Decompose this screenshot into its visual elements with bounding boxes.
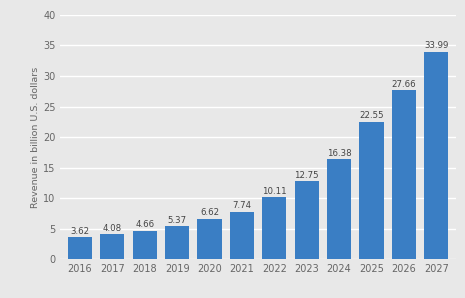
Bar bbox=[359, 122, 384, 259]
Text: 4.08: 4.08 bbox=[103, 224, 122, 233]
Text: 12.75: 12.75 bbox=[294, 171, 319, 180]
Bar bbox=[133, 231, 157, 259]
Text: 5.37: 5.37 bbox=[167, 216, 186, 225]
Bar bbox=[294, 181, 319, 259]
Bar bbox=[165, 226, 189, 259]
Text: 16.38: 16.38 bbox=[327, 149, 352, 158]
Text: 33.99: 33.99 bbox=[424, 41, 448, 50]
Text: 22.55: 22.55 bbox=[359, 111, 384, 120]
Bar bbox=[262, 198, 286, 259]
Bar bbox=[68, 237, 92, 259]
Bar bbox=[392, 90, 416, 259]
Text: 6.62: 6.62 bbox=[200, 208, 219, 217]
Text: 7.74: 7.74 bbox=[232, 201, 252, 210]
Text: 10.11: 10.11 bbox=[262, 187, 286, 196]
Bar bbox=[100, 234, 125, 259]
Bar bbox=[230, 212, 254, 259]
Bar bbox=[327, 159, 351, 259]
Text: 4.66: 4.66 bbox=[135, 220, 154, 229]
Text: 27.66: 27.66 bbox=[392, 80, 416, 89]
Text: 3.62: 3.62 bbox=[70, 226, 89, 236]
Y-axis label: Revenue in billion U.S. dollars: Revenue in billion U.S. dollars bbox=[31, 66, 40, 208]
Bar bbox=[424, 52, 448, 259]
Bar bbox=[197, 219, 222, 259]
